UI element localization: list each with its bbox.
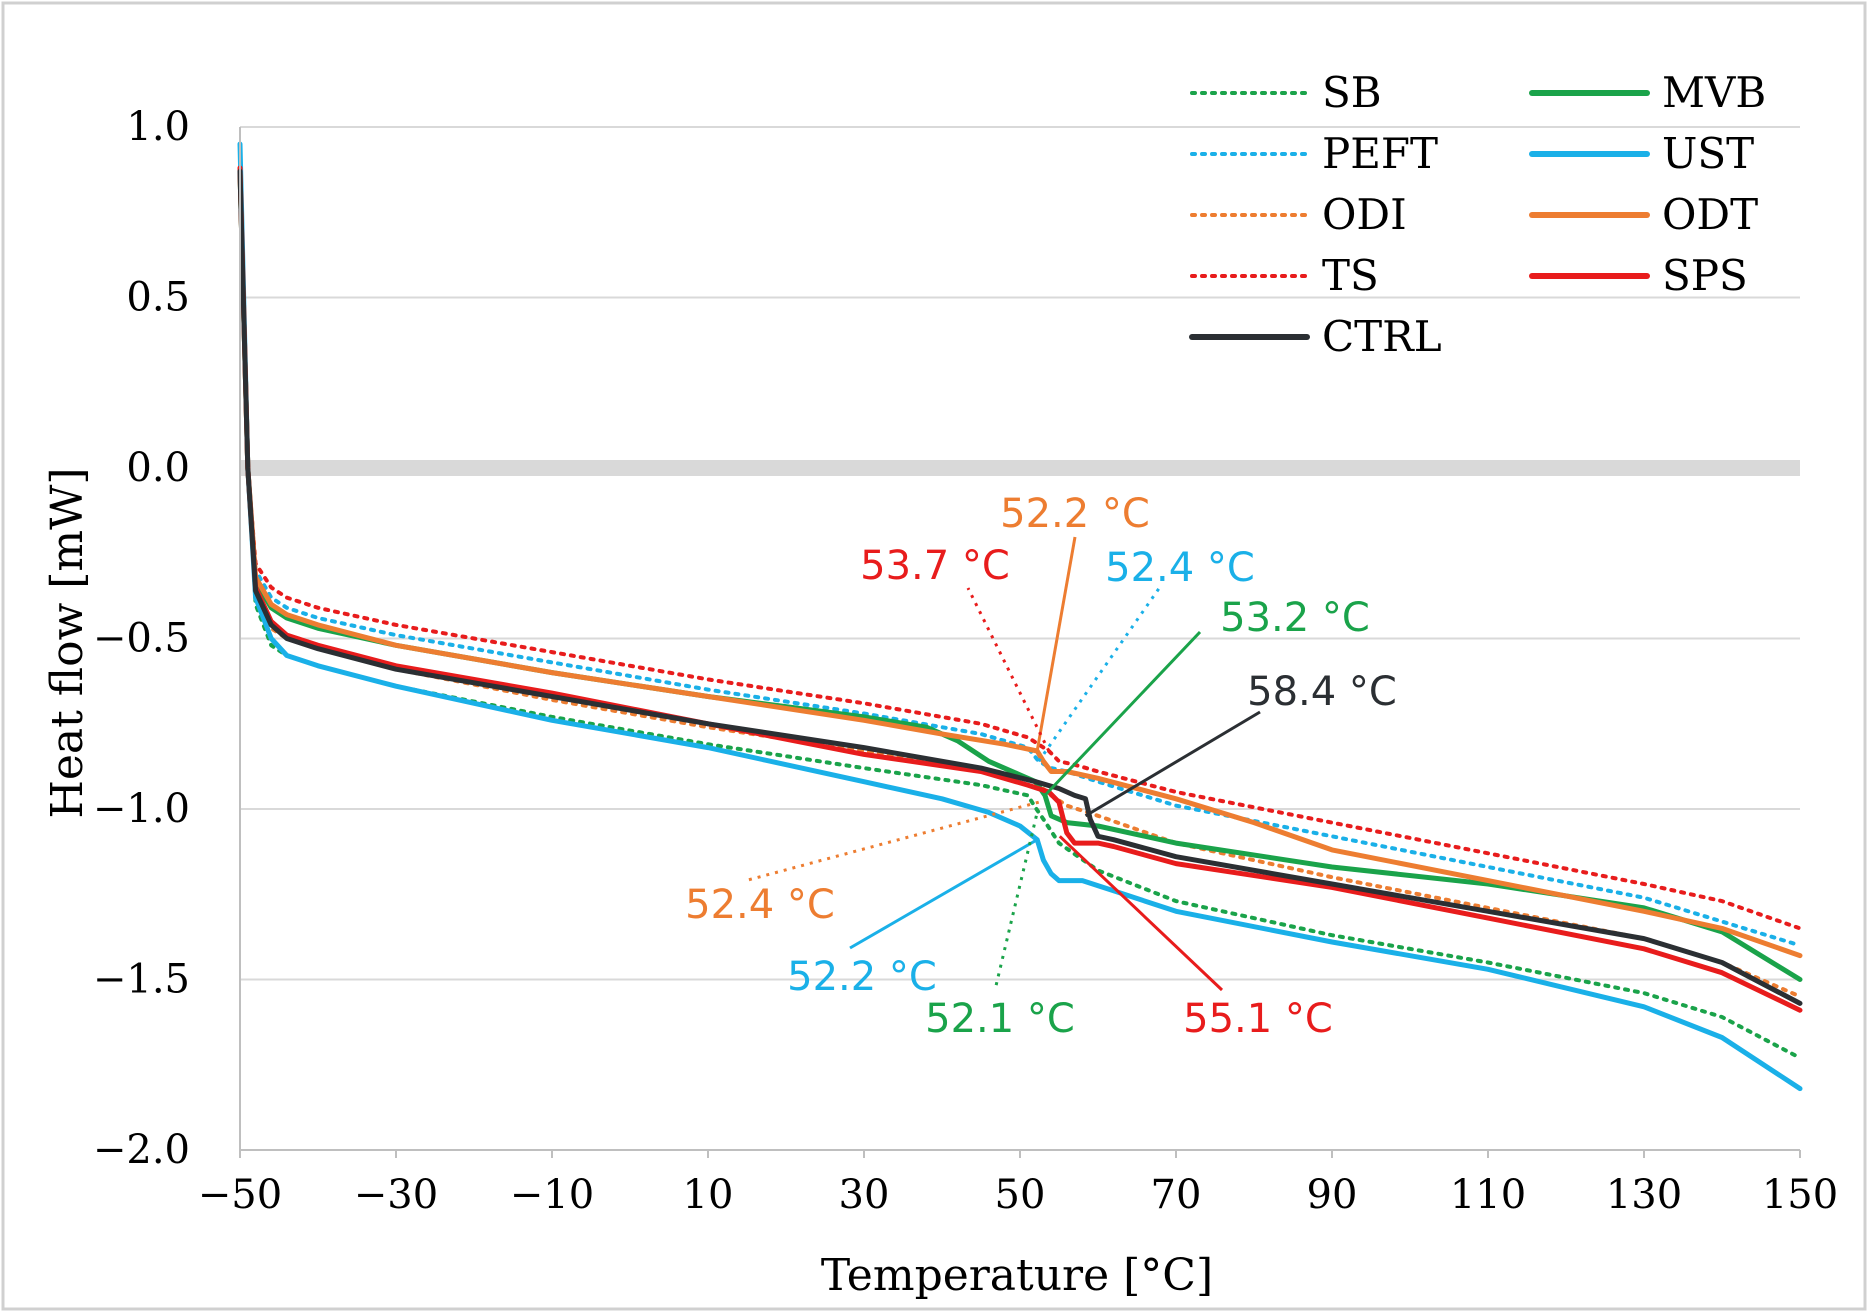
y-tick-label: −0.5 [93, 616, 190, 662]
legend-label-ctrl: CTRL [1322, 312, 1442, 361]
y-tick-label: 0.5 [126, 275, 190, 321]
x-tick-label: 130 [1606, 1172, 1682, 1218]
y-tick-label: −2.0 [93, 1127, 190, 1173]
axis-layer: 1.0 0.5 0.0 −0.5 −1.0 −1.5 −2.0−50 −30 −10 10 30 50… [93, 104, 1838, 1218]
legend-label-sb: SB [1322, 68, 1382, 117]
x-tick-label: 90 [1307, 1172, 1358, 1218]
y-tick-label: 0.0 [126, 445, 190, 491]
y-tick-label: −1.5 [93, 957, 190, 1003]
y-tick-label: 1.0 [126, 104, 190, 150]
annotation-leader [1043, 630, 1202, 797]
annotation-leader [1058, 835, 1224, 992]
x-tick-label: 110 [1450, 1172, 1526, 1218]
series-line-peft [238, 165, 1802, 948]
legend-label-odi: ODI [1322, 190, 1407, 239]
annotation-leader [966, 587, 1051, 752]
annotation-layer: 52.2 °C53.7 °C 52.4 °C53.2 °C58.4 °C52.4 … [685, 491, 1397, 1042]
annotation-leader [1084, 710, 1261, 818]
x-tick-label: −30 [354, 1172, 438, 1218]
series-line-ust [237, 141, 1803, 1092]
annotation-label: 53.7 °C [860, 543, 1010, 589]
legend-label-mvb: MVB [1662, 68, 1766, 117]
y-tick-label: −1.0 [93, 786, 190, 832]
legend-label-peft: PEFT [1322, 129, 1438, 178]
annotation-label: 58.4 °C [1247, 669, 1397, 715]
x-tick-label: 150 [1762, 1172, 1838, 1218]
series-line-mvb [237, 168, 1803, 982]
zero-band [240, 460, 1800, 476]
annotation-label: 52.2 °C [1000, 491, 1150, 537]
x-tick-label: 50 [995, 1172, 1046, 1218]
series-line-odi [238, 172, 1802, 999]
series-line-ctrl [237, 168, 1803, 1006]
annotation-label: 52.4 °C [685, 882, 835, 928]
legend-label-ts: TS [1322, 251, 1379, 300]
legend: SB PEFT ODI TS MVB UST ODT SPS CTRL [1189, 68, 1766, 361]
x-tick-label: 10 [683, 1172, 734, 1218]
series-line-ts [238, 169, 1802, 931]
series-line-sps [237, 165, 1803, 1013]
y-axis-title: Heat flow [mW] [42, 467, 93, 818]
x-tick-label: 30 [839, 1172, 890, 1218]
annotation-leader [993, 815, 1038, 991]
annotation-label: 52.1 °C [925, 996, 1075, 1042]
series-layer [237, 141, 1803, 1092]
x-tick-label: −10 [510, 1172, 594, 1218]
x-axis-title: Temperature [°C] [821, 1250, 1213, 1301]
annotation-label: 52.4 °C [1105, 545, 1255, 591]
legend-label-ust: UST [1662, 129, 1754, 178]
annotation-leader [1035, 536, 1077, 752]
legend-label-odt: ODT [1662, 190, 1758, 239]
x-tick-label: −50 [198, 1172, 282, 1218]
annotation-label: 55.1 °C [1183, 996, 1333, 1042]
series-line-odt [237, 168, 1803, 959]
annotation-label: 52.2 °C [787, 954, 937, 1000]
legend-label-sps: SPS [1662, 251, 1748, 300]
annotation-leader [849, 838, 1038, 950]
x-tick-label: 70 [1151, 1172, 1202, 1218]
annotation-label: 53.2 °C [1220, 595, 1370, 641]
